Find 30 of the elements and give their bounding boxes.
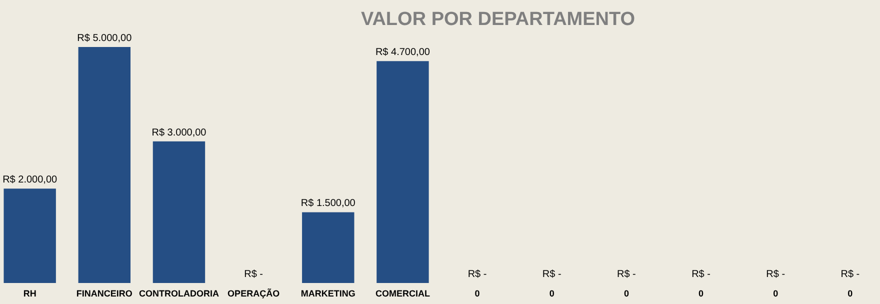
x-tick-label: 0 [549, 288, 554, 298]
data-label: R$ - [616, 269, 636, 280]
bar [78, 47, 131, 283]
data-label: R$ - [840, 269, 860, 280]
data-label: R$ 3.000,00 [152, 127, 207, 138]
x-tick-label: COMERCIAL [375, 288, 430, 298]
bar [376, 61, 429, 283]
x-tick-label: FINANCEIRO [76, 288, 132, 298]
data-label: R$ - [692, 269, 710, 280]
data-label: R$ 1.500,00 [300, 198, 356, 210]
x-tick-label: MARKETING [300, 288, 356, 298]
bar [302, 212, 354, 283]
data-label: R$ 5.000,00 [77, 33, 132, 44]
x-tick-label: 0 [624, 288, 629, 298]
data-label: R$ 2.000,00 [2, 174, 58, 186]
x-tick-label: RH [23, 288, 36, 298]
data-label: R$ - [468, 269, 487, 280]
x-tick-label: 0 [773, 288, 778, 298]
x-tick-label: 0 [698, 288, 704, 298]
chart-title: VALOR POR DEPARTAMENTO [360, 9, 636, 30]
x-tick-label: 0 [474, 288, 480, 298]
x-tick-label: CONTROLADORIA [138, 288, 220, 298]
data-label: R$ - [244, 269, 264, 280]
x-tick-label: OPERAÇÃO [228, 288, 280, 298]
x-tick-label: 0 [848, 288, 853, 298]
data-label: R$ - [766, 269, 786, 280]
data-label: R$ - [542, 269, 562, 280]
data-label: R$ 4.700,00 [375, 47, 430, 58]
bar [152, 141, 206, 283]
bar [4, 188, 56, 283]
